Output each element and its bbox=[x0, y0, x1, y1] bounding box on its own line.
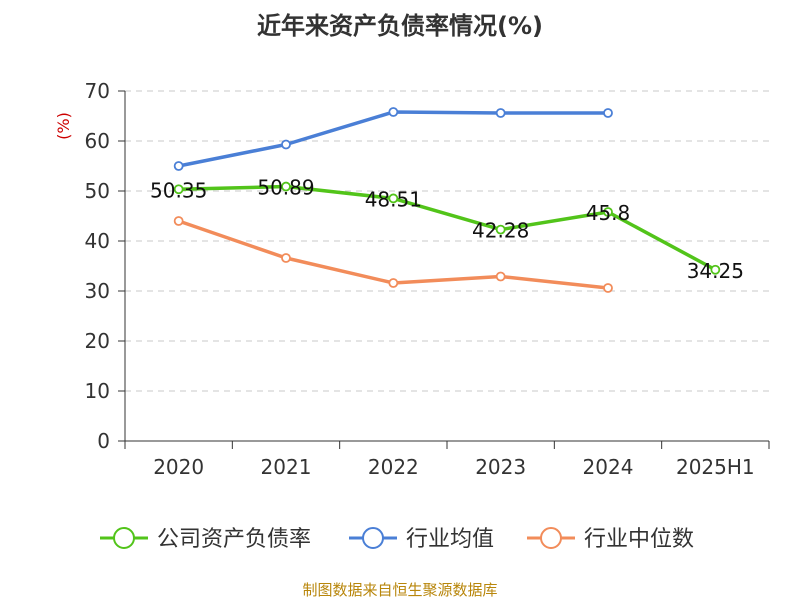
data-point bbox=[495, 271, 506, 282]
legend-swatch-marker bbox=[540, 527, 562, 549]
data-point bbox=[281, 181, 291, 192]
series-line bbox=[178, 219, 609, 290]
data-point bbox=[495, 108, 506, 118]
chart-title: 近年来资产负债率情况(%) bbox=[257, 12, 543, 40]
y-tick-label: 20 bbox=[85, 329, 110, 353]
data-point bbox=[603, 283, 613, 293]
data-point bbox=[173, 161, 184, 171]
series-line bbox=[178, 184, 717, 272]
y-tick-label: 70 bbox=[85, 79, 110, 103]
x-tick-label: 2022 bbox=[368, 455, 419, 479]
data-label: 34.25 bbox=[687, 259, 744, 283]
data-label: 50.89 bbox=[257, 176, 314, 200]
data-point bbox=[388, 193, 399, 204]
x-tick-label: 2020 bbox=[153, 455, 204, 479]
legend-label: 行业均值 bbox=[406, 527, 494, 552]
y-tick-label: 60 bbox=[85, 129, 110, 153]
x-tick-label: 2024 bbox=[583, 455, 634, 479]
legend-swatch-marker bbox=[362, 527, 384, 549]
y-tick-label: 0 bbox=[97, 429, 110, 453]
data-point bbox=[173, 184, 184, 195]
data-point bbox=[603, 108, 613, 118]
y-tick-label: 30 bbox=[85, 279, 110, 303]
series-points bbox=[173, 107, 721, 293]
data-point bbox=[603, 207, 613, 217]
x-tick-label: 2021 bbox=[261, 455, 312, 479]
x-tick-label: 2025H1 bbox=[676, 455, 755, 479]
y-axis-label: (%) bbox=[54, 112, 73, 140]
data-label: 45.8 bbox=[586, 201, 631, 225]
data-point bbox=[281, 253, 291, 263]
axes: 0 10 20 30 40 50 60 70 2020 2021 2022 2023 2024 2025H… bbox=[85, 79, 770, 479]
data-point bbox=[710, 264, 721, 275]
legend: 公司资产负债率 行业均值 行业中位数 bbox=[100, 527, 694, 552]
data-point bbox=[388, 278, 399, 288]
gridlines bbox=[125, 90, 769, 392]
y-tick-label: 40 bbox=[85, 229, 110, 253]
series-lines bbox=[178, 110, 717, 290]
y-tick-label: 50 bbox=[85, 179, 110, 203]
legend-swatch-marker bbox=[113, 527, 135, 549]
data-point bbox=[495, 224, 506, 235]
data-point bbox=[388, 107, 399, 117]
data-label: 48.51 bbox=[365, 187, 422, 211]
data-label: 42.28 bbox=[472, 219, 529, 243]
legend-label: 公司资产负债率 bbox=[157, 527, 311, 552]
data-label: 50.35 bbox=[150, 178, 207, 202]
x-tick-label: 2023 bbox=[475, 455, 526, 479]
y-tick-label: 10 bbox=[85, 379, 110, 403]
source-note: 制图数据来自恒生聚源数据库 bbox=[302, 581, 498, 599]
legend-label: 行业中位数 bbox=[584, 527, 694, 552]
data-point bbox=[173, 216, 184, 226]
data-point bbox=[281, 139, 291, 150]
data-labels: 50.35 50.89 48.51 42.28 45.8 34.25 bbox=[150, 176, 744, 283]
series-line bbox=[178, 110, 608, 168]
